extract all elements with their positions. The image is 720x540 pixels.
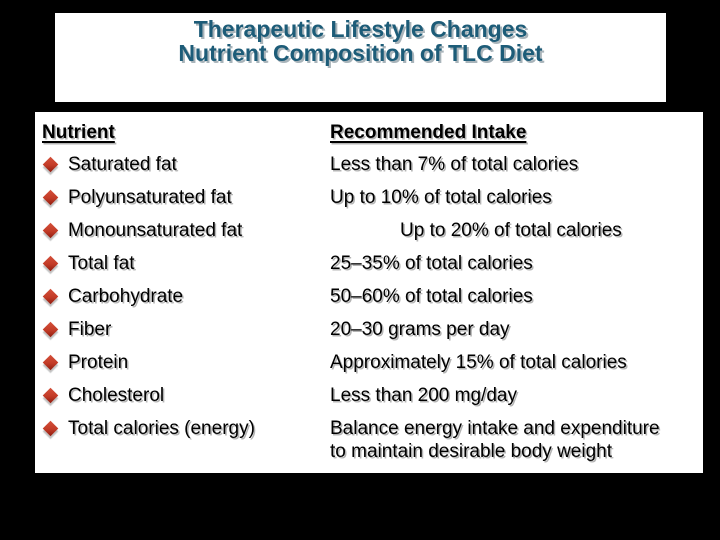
nutrient-label: Cholesterol [68,385,165,406]
nutrient-cell: Saturated fat [35,153,330,176]
nutrient-cell: Fiber [35,318,330,341]
slide-title-line-2: Nutrient Composition of TLC Diet [178,40,543,66]
nutrient-cell: Polyunsaturated fat [35,186,330,209]
nutrient-label: Monounsaturated fat [68,220,243,241]
intake-value: Balance energy intake and expenditure to… [330,418,660,462]
intake-value: Up to 20% of total calories [400,220,622,241]
table-header-row: Nutrient Recommended Intake [35,121,703,153]
nutrient-label: Protein [68,352,129,373]
diamond-bullet-icon [42,189,59,206]
diamond-bullet-icon [42,354,59,371]
nutrient-cell: Cholesterol [35,384,330,407]
column-header-nutrient: Nutrient [42,122,115,143]
intake-value: Less than 200 mg/day [330,385,517,406]
nutrient-cell: Protein [35,351,330,374]
intake-value: Approximately 15% of total calories [330,352,627,373]
nutrient-label: Carbohydrate [68,286,184,307]
nutrient-table: Nutrient Recommended Intake Saturated fa… [35,112,703,473]
slide-title-box: Therapeutic Lifestyle Changes Nutrient C… [55,13,666,102]
nutrient-cell: Total calories (energy) [35,417,330,440]
table-row: Saturated fat Less than 7% of total calo… [35,153,703,186]
nutrient-cell: Carbohydrate [35,285,330,308]
table-row: Fiber 20–30 grams per day [35,318,703,351]
intake-value: 25–35% of total calories [330,253,533,274]
nutrient-cell: Monounsaturated fat [35,219,330,242]
intake-value: Less than 7% of total calories [330,154,579,175]
table-row: Polyunsaturated fat Up to 10% of total c… [35,186,703,219]
slide-title-line-1: Therapeutic Lifestyle Changes [193,16,528,42]
table-row: Cholesterol Less than 200 mg/day [35,384,703,417]
table-row: Carbohydrate 50–60% of total calories [35,285,703,318]
intake-value: 50–60% of total calories [330,286,533,307]
diamond-bullet-icon [42,222,59,239]
table-row: Total fat 25–35% of total calories [35,252,703,285]
nutrient-label: Fiber [68,319,112,340]
table-row: Monounsaturated fat Up to 20% of total c… [35,219,703,252]
table-row: Protein Approximately 15% of total calor… [35,351,703,384]
nutrient-cell: Total fat [35,252,330,275]
diamond-bullet-icon [42,156,59,173]
column-header-recommended-intake: Recommended Intake [330,122,527,143]
intake-value: 20–30 grams per day [330,319,510,340]
diamond-bullet-icon [42,387,59,404]
nutrient-label: Saturated fat [68,154,177,175]
table-rows: Saturated fat Less than 7% of total calo… [35,153,703,463]
table-row: Total calories (energy) Balance energy i… [35,417,703,463]
diamond-bullet-icon [42,288,59,305]
diamond-bullet-icon [42,420,59,437]
diamond-bullet-icon [42,255,59,272]
nutrient-label: Total calories (energy) [68,418,255,439]
diamond-bullet-icon [42,321,59,338]
intake-value: Up to 10% of total calories [330,187,552,208]
nutrient-label: Polyunsaturated fat [68,187,232,208]
nutrient-label: Total fat [68,253,135,274]
